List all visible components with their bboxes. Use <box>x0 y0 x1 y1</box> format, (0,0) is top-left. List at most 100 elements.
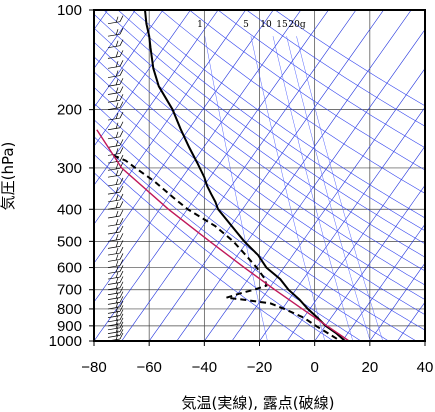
wind-barb-flag <box>119 321 124 328</box>
wind-barb <box>107 147 124 156</box>
wind-barb-flag <box>115 287 119 294</box>
wind-barb-flag <box>115 326 119 333</box>
dry-adiabat-line <box>117 10 425 232</box>
wind-barb-flag <box>115 112 119 120</box>
series-layer <box>96 10 350 341</box>
wind-barb-flag <box>119 233 124 240</box>
wind-barb-flag <box>119 332 124 340</box>
wind-barb-flag <box>119 69 124 76</box>
wind-barb-shaft <box>107 246 121 249</box>
wind-barb-flag <box>119 201 124 208</box>
wind-barb-flag <box>119 313 124 320</box>
wind-barb <box>107 325 124 334</box>
parcel-profile-line <box>96 129 350 341</box>
wind-barb-flag <box>115 95 119 102</box>
wind-barb-shaft <box>107 199 121 203</box>
wind-barb-flag <box>119 218 124 225</box>
wind-barb-flag <box>115 282 119 289</box>
wind-barb-flag <box>115 254 119 261</box>
wind-barb-shaft <box>107 331 121 334</box>
wind-barb-shaft <box>107 276 121 280</box>
y-tick-label: 900 <box>57 318 82 335</box>
wind-barb-flag <box>119 147 124 154</box>
wind-barb-shaft <box>107 75 121 78</box>
dry-adiabat-line <box>94 153 334 341</box>
wind-barb-shaft <box>107 107 121 110</box>
wind-barb-flag <box>119 246 124 254</box>
y-tick-label: 400 <box>57 201 82 218</box>
isotherm-line <box>286 145 425 341</box>
wind-barb-flag <box>119 309 124 316</box>
wind-barb-shaft <box>107 136 121 140</box>
wind-barb <box>107 240 124 249</box>
wind-barb-flag <box>120 2 123 8</box>
y-tick-label: 600 <box>57 260 82 277</box>
dry-adiabat-line <box>160 10 425 194</box>
wind-barb <box>107 15 124 25</box>
wind-barb-shaft <box>107 252 121 256</box>
dry-adiabat-line <box>94 13 425 258</box>
wind-barb <box>107 317 124 327</box>
y-axis-title: 気圧(hPa) <box>0 142 17 211</box>
wind-barb-flag <box>115 70 119 77</box>
wind-barb-flag <box>116 3 118 9</box>
y-tick-label: 700 <box>57 282 82 299</box>
isotherm-line <box>121 10 357 341</box>
x-axis: −80 −60 −40 −20 0 20 40 <box>81 341 433 376</box>
wind-barb-shaft <box>107 231 121 235</box>
wind-barb-shaft <box>107 145 121 148</box>
wind-barb-flag <box>119 276 124 283</box>
wind-barb-flag <box>115 131 119 138</box>
isotherm-line <box>148 10 384 341</box>
x-tick-label: −60 <box>136 359 161 376</box>
wind-barb-flag <box>115 16 119 23</box>
wind-barb-flag <box>115 260 119 267</box>
wind-barb-shaft <box>107 65 121 69</box>
wind-barb-shaft <box>107 92 121 95</box>
isotherm-line <box>231 67 425 341</box>
isotherm-line <box>424 340 425 341</box>
wind-barb-flag <box>115 87 119 94</box>
wind-barb <box>107 69 124 78</box>
dry-adiabat-line <box>189 10 425 171</box>
wind-barb <box>108 2 123 11</box>
wind-barb-flag <box>115 40 119 47</box>
wind-barb <box>107 169 124 178</box>
wind-barb-flag <box>119 286 124 293</box>
wind-barb-shaft <box>107 319 121 323</box>
wind-barb-flag <box>119 329 124 336</box>
isotherm-line <box>259 106 425 341</box>
wind-barb-shaft <box>107 206 121 210</box>
wind-barb-flag <box>115 301 119 309</box>
wind-barb-flag <box>119 94 124 101</box>
wind-barb <box>107 253 124 262</box>
wind-barb-flag <box>119 296 124 303</box>
wind-barb-flag <box>119 86 124 93</box>
wind-barb-flag <box>119 177 124 185</box>
wind-barb-flag <box>115 79 119 86</box>
wind-barb-flag <box>115 271 119 279</box>
mixing-ratio-label-layer: 1 5 10 15 20g <box>197 20 306 30</box>
wind-barb-flag <box>119 265 124 272</box>
isotherm-line <box>397 301 425 341</box>
wind-barb <box>107 218 124 227</box>
wind-barb-flag <box>115 178 119 186</box>
temperature-profile-line <box>144 10 346 341</box>
wind-barb-flag <box>115 194 119 202</box>
wind-barb <box>107 78 124 87</box>
y-tick-label: 100 <box>57 2 82 19</box>
y-tick-label: 300 <box>57 160 82 177</box>
wind-barb-flag <box>115 330 119 337</box>
wind-barb-flag <box>115 310 119 317</box>
wind-barb <box>107 39 124 49</box>
wind-barb <box>107 101 124 110</box>
isotherm-line <box>94 10 219 186</box>
wind-barb <box>107 265 124 274</box>
wind-barb-flag <box>119 291 124 298</box>
mixing-ratio-line <box>272 36 354 341</box>
wind-barb-shaft <box>107 127 121 131</box>
wind-barb-flag <box>115 51 119 58</box>
y-tick-label: 200 <box>57 102 82 119</box>
dry-adiabat-line <box>217 10 425 149</box>
wind-barb <box>107 329 124 338</box>
